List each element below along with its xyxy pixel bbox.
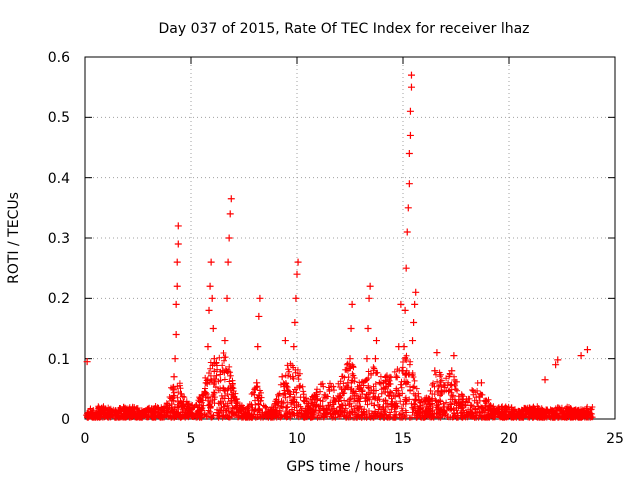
roti-point (291, 318, 299, 326)
roti-point (255, 312, 263, 320)
roti-point (348, 300, 356, 308)
roti-point (226, 210, 234, 218)
x-tick-label: 0 (81, 431, 90, 447)
roti-point (403, 228, 411, 236)
roti-point (294, 258, 302, 266)
roti-point (410, 318, 418, 326)
roti-point (169, 385, 177, 393)
plot-frame (84, 56, 616, 420)
y-tick-label: 0.4 (48, 171, 70, 187)
roti-point (364, 325, 372, 332)
roti-point (171, 355, 179, 363)
roti-point (227, 195, 235, 203)
roti-point (172, 331, 180, 339)
roti-point (83, 358, 91, 366)
roti-point (371, 355, 379, 363)
roti-point (401, 306, 409, 314)
roti-point (363, 355, 371, 363)
roti-point (448, 367, 456, 375)
roti-point (289, 373, 297, 381)
roti-point (347, 325, 355, 332)
x-tick-label: 20 (500, 431, 518, 447)
roti-point (170, 373, 178, 381)
x-tick-labels: 0 5 10 15 20 25 (81, 431, 624, 447)
y-tick-labels: 0 0.1 0.2 0.3 0.4 0.5 0.6 (48, 50, 70, 428)
roti-point (168, 397, 176, 405)
roti-point (173, 282, 181, 290)
roti-point (207, 258, 215, 266)
roti-point (346, 355, 354, 363)
roti-point (292, 294, 300, 302)
roti-point (409, 337, 417, 345)
roti-point (203, 379, 211, 387)
roti-data-points (83, 71, 591, 405)
y-axis-label: ROTI / TECUs (6, 192, 22, 284)
roti-point (373, 337, 380, 345)
roti-point (583, 346, 591, 354)
roti-point (219, 367, 227, 375)
roti-point (209, 325, 217, 332)
roti-point (554, 356, 562, 364)
roti-point (205, 306, 213, 314)
roti-point (402, 264, 410, 272)
x-tick-label: 5 (187, 431, 196, 447)
roti-point (406, 131, 414, 139)
roti-point (174, 222, 182, 230)
roti-baseline-cloud (83, 350, 596, 421)
roti-point (210, 355, 218, 363)
roti-point (208, 294, 216, 302)
roti-point (399, 367, 407, 375)
roti-point (541, 376, 549, 384)
roti-point (204, 343, 212, 351)
roti-point (256, 294, 264, 302)
roti-point (397, 300, 405, 308)
roti-point (344, 379, 352, 387)
roti-point (405, 180, 413, 188)
roti-point (477, 379, 485, 387)
roti-point (290, 343, 298, 351)
y-tick-label: 0.3 (48, 231, 70, 247)
x-tick-label: 15 (394, 431, 412, 447)
roti-point (405, 150, 413, 158)
y-tick-label: 0.5 (48, 110, 70, 126)
roti-point (253, 379, 261, 387)
roti-point (254, 343, 262, 351)
roti-point (365, 294, 373, 302)
roti-point (174, 240, 182, 248)
roti-point (412, 288, 420, 296)
roti-point (223, 294, 231, 302)
roti-point (366, 282, 374, 290)
y-tick-label: 0 (61, 412, 70, 428)
roti-point (577, 352, 585, 360)
roti-point (225, 234, 233, 242)
roti-point (552, 361, 560, 369)
roti-point (407, 71, 415, 79)
roti-point (224, 258, 232, 266)
roti-point-cloud (83, 350, 596, 421)
roti-point (221, 337, 229, 345)
x-tick-label: 25 (606, 431, 624, 447)
roti-point (400, 343, 408, 351)
roti-point (278, 373, 286, 381)
roti-point (450, 352, 458, 360)
roti-point (407, 83, 415, 91)
x-tick-label: 10 (288, 431, 306, 447)
roti-point (206, 282, 214, 290)
roti-point (411, 300, 419, 308)
y-tick-label: 0.6 (48, 50, 70, 66)
y-tick-label: 0.2 (48, 291, 70, 307)
roti-point (431, 367, 439, 375)
roti-point (404, 204, 412, 212)
roti-point (173, 258, 181, 266)
y-tick-label: 0.1 (48, 352, 70, 368)
roti-point (433, 349, 441, 357)
roti-point (172, 300, 180, 308)
chart-title: Day 037 of 2015, Rate Of TEC Index for r… (158, 21, 529, 37)
x-axis-label: GPS time / hours (286, 459, 403, 475)
roti-point (293, 270, 301, 278)
roti-point (281, 337, 289, 345)
roti-point (406, 107, 414, 115)
